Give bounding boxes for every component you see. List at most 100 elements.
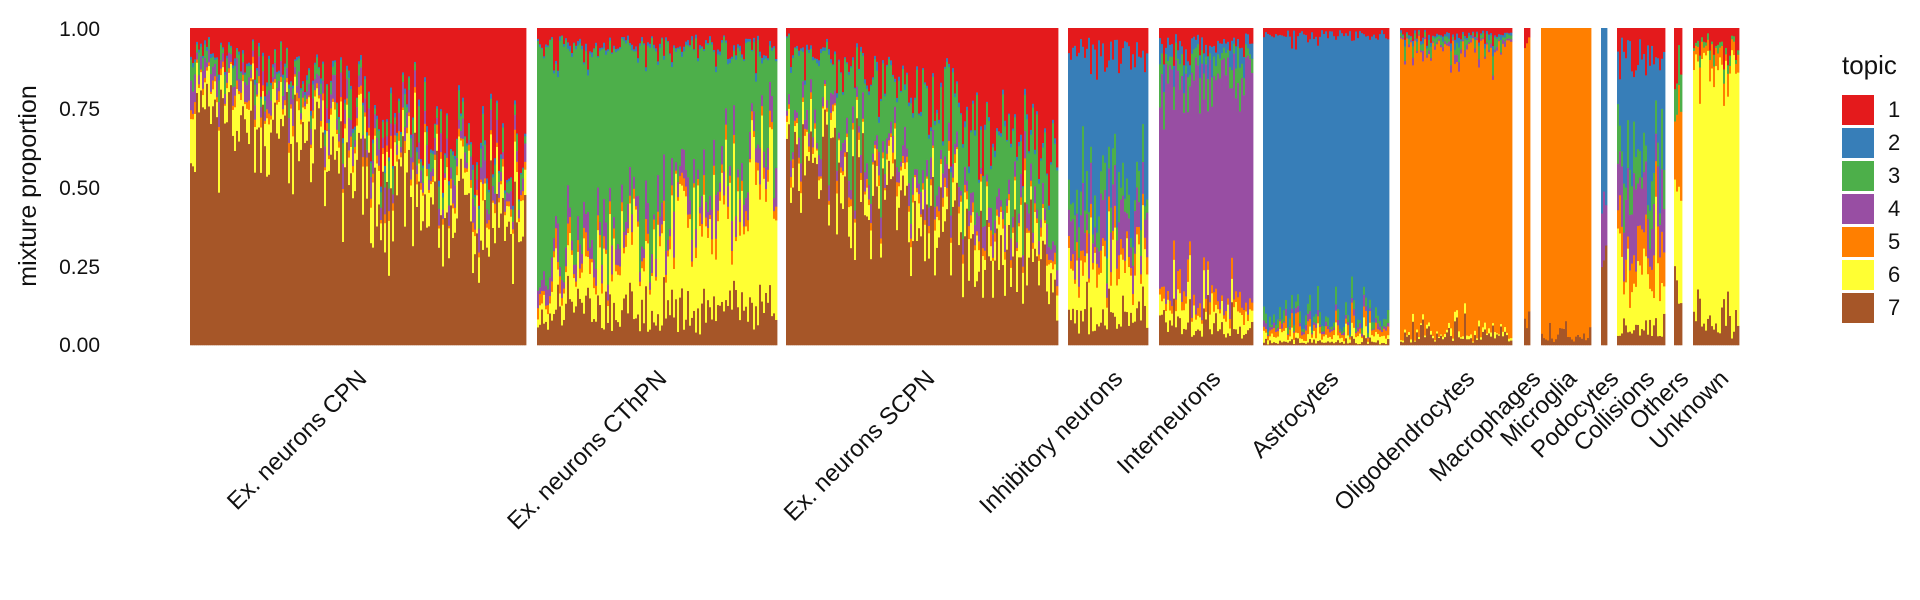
bar-segment-topic-4 (717, 191, 720, 211)
bar-segment-topic-6 (1078, 297, 1081, 334)
bar-segment-topic-6 (1245, 311, 1248, 334)
bar-segment-topic-2 (1243, 56, 1246, 79)
bar-segment-topic-7 (368, 152, 371, 346)
bar-segment-topic-2 (739, 45, 742, 52)
bar-segment-topic-5 (1528, 37, 1531, 312)
bar-segment-topic-5 (717, 210, 720, 222)
bar-segment-topic-5 (1663, 252, 1666, 287)
bar-segment-topic-6 (450, 188, 453, 206)
bar-segment-topic-6 (1241, 314, 1244, 339)
bar-segment-topic-7 (916, 240, 919, 346)
bar-segment-topic-5 (946, 187, 949, 197)
bar-segment-topic-6 (402, 109, 405, 137)
bar-segment-topic-4 (848, 180, 851, 198)
bar-segment-topic-6 (924, 224, 927, 262)
bar-segment-topic-1 (356, 28, 359, 98)
bar-segment-topic-4 (268, 90, 271, 114)
bar-segment-topic-1 (645, 28, 648, 68)
bar-segment-topic-3 (250, 65, 253, 70)
bar-segment-topic-5 (1183, 291, 1186, 311)
legend-label: 5 (1888, 229, 1900, 254)
bar-segment-topic-5 (336, 129, 339, 134)
bar-segment-topic-2 (512, 205, 515, 210)
bar-segment-topic-5 (1365, 310, 1368, 327)
bar-segment-topic-7 (759, 284, 762, 346)
bar-segment-topic-3 (1000, 136, 1003, 201)
bar-segment-topic-1 (484, 28, 487, 141)
bar-segment-topic-5 (643, 257, 646, 272)
bar-segment-topic-5 (788, 104, 791, 109)
x-axis: Ex. neurons CPN Ex. neurons CThPN Ex. ne… (222, 365, 1734, 535)
bar-segment-topic-4 (814, 109, 817, 124)
bar-segment-topic-2 (733, 45, 736, 51)
bar-segment-topic-4 (1655, 133, 1658, 162)
bar-segment-topic-2 (659, 43, 662, 48)
bar-segment-topic-1 (866, 28, 869, 86)
bar-segment-topic-6 (474, 235, 477, 255)
bar-segment-topic-5 (1301, 335, 1304, 339)
bar-segment-topic-1 (1725, 28, 1728, 48)
bar-segment-topic-2 (1018, 141, 1021, 147)
bar-segment-topic-5 (1373, 329, 1376, 337)
bar-segment-topic-1 (1090, 28, 1093, 75)
bar-segment-topic-2 (922, 67, 925, 70)
bar-segment-topic-4 (366, 149, 369, 158)
bar-segment-topic-1 (444, 28, 447, 154)
bar-segment-topic-1 (1034, 28, 1037, 150)
bar-segment-topic-4 (986, 174, 989, 182)
bar-segment-topic-4 (892, 135, 895, 153)
bar-segment-topic-1 (1167, 28, 1170, 38)
bar-segment-topic-7 (276, 133, 279, 346)
bar-segment-topic-4 (1177, 70, 1180, 272)
bar-segment-topic-2 (998, 131, 1001, 136)
bar-segment-topic-1 (1474, 28, 1477, 37)
bar-segment-topic-4 (1227, 57, 1230, 299)
bar-segment-topic-5 (318, 95, 321, 99)
bar-segment-topic-7 (1094, 330, 1097, 346)
bar-segment-topic-3 (1424, 31, 1427, 37)
bar-segment-topic-3 (547, 46, 550, 290)
bar-segment-topic-5 (1526, 43, 1529, 329)
bar-segment-topic-3 (498, 172, 501, 182)
bar-segment-topic-1 (1703, 28, 1706, 42)
bar-segment-topic-7 (1020, 257, 1023, 346)
bar-segment-topic-4 (685, 169, 688, 187)
bar-segment-topic-5 (838, 138, 841, 141)
bar-segment-topic-4 (1480, 38, 1483, 41)
bar-segment-topic-4 (1482, 37, 1485, 40)
bar-segment-topic-4 (482, 145, 485, 184)
bar-segment-topic-2 (761, 57, 764, 64)
bar-segment-topic-2 (840, 72, 843, 74)
bar-segment-topic-4 (806, 109, 809, 130)
bar-segment-topic-1 (328, 28, 331, 120)
bar-segment-topic-6 (430, 183, 433, 198)
bar-segment-topic-5 (1291, 312, 1294, 328)
bar-segment-topic-7 (910, 275, 913, 346)
bar-segment-topic-2 (1655, 56, 1658, 101)
bar-segment-topic-2 (366, 131, 369, 136)
bar-segment-topic-5 (944, 177, 947, 187)
bar-segment-topic-4 (936, 195, 939, 207)
bar-segment-topic-4 (1621, 166, 1624, 227)
bar-segment-topic-3 (402, 74, 405, 83)
bar-segment-topic-1 (364, 28, 367, 77)
bar-segment-topic-7 (1735, 309, 1738, 346)
bar-segment-topic-1 (755, 28, 758, 74)
x-tick-label: Astrocytes (1246, 365, 1344, 463)
bar-segment-topic-3 (1142, 123, 1145, 163)
bar-segment-topic-4 (912, 177, 915, 195)
bar-segment-topic-3 (1303, 328, 1306, 333)
bar-segment-topic-3 (1661, 108, 1664, 170)
bar-segment-topic-6 (814, 128, 817, 158)
bar-segment-topic-1 (1381, 28, 1384, 31)
bar-segment-topic-7 (1569, 336, 1572, 346)
y-tick-label: 1.00 (59, 18, 100, 41)
bar-segment-topic-4 (910, 223, 913, 239)
bar-segment-topic-5 (1181, 301, 1184, 311)
bar-segment-topic-6 (1488, 328, 1491, 334)
bar-segment-topic-2 (1422, 37, 1425, 44)
bar-segment-topic-4 (190, 80, 193, 111)
bar-segment-topic-7 (1545, 339, 1548, 346)
bar-segment-topic-7 (599, 304, 602, 346)
bar-segment-topic-2 (639, 43, 642, 46)
